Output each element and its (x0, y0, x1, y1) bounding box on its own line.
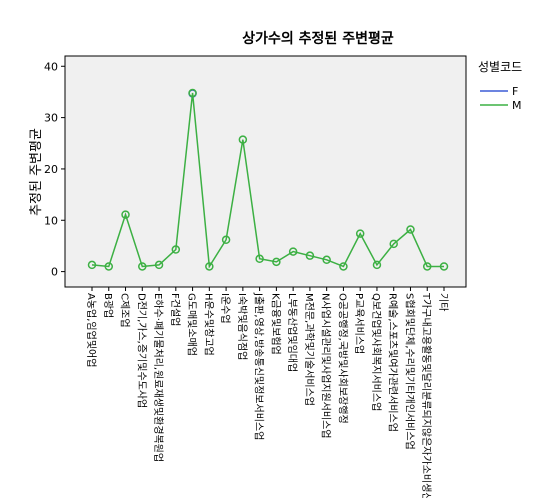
legend-label: M (512, 99, 522, 112)
x-tick-label: E하수·폐기물처리,원료재생및환경복원업 (152, 293, 165, 462)
x-tick-label: B광업 (102, 293, 115, 318)
point (87, 260, 97, 270)
x-tick-label: F건설업 (169, 293, 182, 326)
x-tick-label: J출판,영상,방송통신및정보서비스업 (253, 292, 266, 440)
y-tick-label: 0 (51, 266, 58, 279)
point (372, 260, 382, 270)
point (339, 262, 348, 271)
y-tick-label: 40 (44, 60, 58, 73)
point (322, 255, 331, 265)
point (272, 257, 281, 267)
x-tick-label: C제조업 (119, 293, 132, 328)
point (205, 262, 214, 271)
point (171, 245, 181, 254)
y-tick-label: 20 (44, 163, 58, 176)
point (154, 260, 164, 270)
legend-title: 성별코드 (478, 60, 522, 74)
x-tick-label: A농업,임업및어업 (85, 293, 98, 367)
y-tick-label: 10 (44, 214, 58, 227)
x-tick-label: I운수업 (219, 293, 232, 324)
point (355, 229, 365, 238)
x-tick-label: I숙박및음식점업 (236, 293, 249, 360)
point (238, 135, 248, 144)
point (188, 88, 197, 98)
x-tick-label: R예술,스포츠및여가관련서비스업 (387, 293, 400, 432)
point (288, 247, 298, 256)
x-tick-label: H운수및창고업 (202, 293, 215, 356)
plot-area (64, 55, 467, 288)
x-tick-label: G도매및소매업 (186, 293, 199, 356)
x-tick-label: 기타 (437, 293, 449, 311)
point (439, 262, 449, 271)
x-tick-label: M전문,과학및기술서비스업 (303, 293, 316, 406)
chart-title: 상가수의 추정된 주변평균 (242, 30, 394, 47)
x-tick-label: D전기,가스,증기및수도사업 (135, 293, 148, 408)
point (138, 262, 147, 271)
point (104, 262, 114, 271)
point (422, 262, 432, 271)
x-tick-label: N사업시설관리및사업지원서비스업 (320, 293, 333, 438)
x-tick-label: Q보건업및사회복지서비스업 (370, 293, 383, 411)
x-tick-label: K금융및보험업 (269, 293, 282, 355)
legend-label: F (512, 85, 518, 98)
x-tick-label: T가구내고용활동및달리분류되지않은자가소비생산활동 (420, 292, 433, 498)
x-tick-label: L부동산업및임대업 (286, 293, 299, 372)
point (389, 239, 398, 249)
point (305, 251, 315, 260)
x-tick-label: S협회및단체,수리및기타개인서비스업 (403, 293, 416, 450)
line (91, 92, 444, 269)
point (221, 235, 231, 245)
x-tick-label: P교육서비스업 (353, 293, 366, 354)
point (255, 254, 264, 264)
y-tick-label: 30 (44, 112, 58, 125)
point (406, 225, 415, 234)
point (121, 210, 130, 219)
x-tick-label: O공공행정,국방및사회보장행정 (336, 293, 348, 424)
y-axis-label: 추정된 주변평균 (29, 128, 44, 216)
